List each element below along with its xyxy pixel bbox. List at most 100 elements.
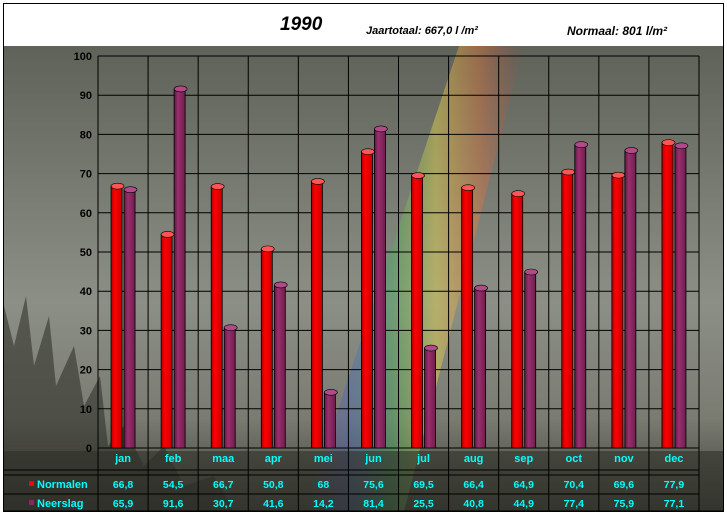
bar-cap-neerslag-aug bbox=[474, 284, 488, 292]
bar-normalen-jan bbox=[110, 185, 123, 449]
x-tick-label: aug bbox=[464, 453, 484, 465]
bar-cap-normalen-mei bbox=[311, 178, 325, 185]
bar-cap-normalen-feb bbox=[160, 231, 175, 238]
bar-cap-normalen-aug bbox=[461, 184, 475, 192]
table-value-normalen: 69,6 bbox=[614, 479, 635, 491]
table-value-normalen: 66,4 bbox=[463, 479, 484, 491]
annual-total: Jaartotaal: 667,0 l /m² bbox=[366, 25, 478, 37]
x-tick-label: feb bbox=[165, 453, 182, 465]
table-value-normalen: 54,5 bbox=[163, 479, 184, 491]
bar-cap-normalen-jan bbox=[110, 182, 125, 190]
x-tick-label: mei bbox=[314, 453, 333, 465]
bar-normalen-jun bbox=[361, 151, 373, 449]
legend-label-neerslag: Neerslag bbox=[37, 498, 83, 510]
bar-cap-normalen-apr bbox=[260, 245, 275, 253]
bar-cap-neerslag-dec bbox=[674, 142, 689, 150]
table-value-neerslag: 41,6 bbox=[263, 498, 284, 510]
y-tick-label: 10 bbox=[80, 404, 92, 416]
table-value-neerslag: 25,5 bbox=[413, 498, 434, 510]
bar-cap-neerslag-nov bbox=[624, 147, 639, 154]
legend-label-normalen: Normalen bbox=[37, 479, 88, 491]
bar-normalen-dec bbox=[661, 142, 674, 449]
bar-cap-normalen-jun bbox=[361, 148, 375, 155]
y-tick-label: 80 bbox=[80, 129, 92, 141]
y-tick-label: 70 bbox=[80, 169, 92, 181]
bar-neerslag-sep bbox=[524, 271, 537, 449]
bar-neerslag-jun bbox=[374, 128, 386, 449]
bar-neerslag-maa bbox=[223, 327, 236, 449]
bar-cap-neerslag-apr bbox=[273, 281, 288, 289]
bar-neerslag-feb bbox=[173, 88, 186, 449]
y-tick-label: 30 bbox=[80, 325, 92, 337]
bar-normalen-aug bbox=[461, 187, 474, 449]
y-tick-label: 0 bbox=[86, 443, 92, 455]
y-tick-label: 20 bbox=[80, 365, 92, 377]
table-value-normalen: 75,6 bbox=[363, 479, 384, 491]
x-tick-label: oct bbox=[566, 453, 583, 465]
x-tick-label: apr bbox=[265, 453, 283, 465]
table-value-normalen: 69,5 bbox=[413, 479, 434, 491]
bar-chart: 0 10 20 30 40 50 60 70 80 90 100 jan 66,8 65,9 feb 54,… bbox=[4, 46, 723, 511]
y-tick-label: 50 bbox=[80, 247, 92, 259]
chart-plot: 0 10 20 30 40 50 60 70 80 90 100 jan 66,8 65,9 feb 54,… bbox=[4, 46, 723, 511]
bar-cap-neerslag-feb bbox=[173, 85, 188, 93]
table-value-normalen: 50,8 bbox=[263, 479, 284, 491]
normal-total: Normaal: 801 l/m² bbox=[567, 24, 668, 38]
x-tick-label: nov bbox=[614, 453, 634, 465]
bar-cap-normalen-oct bbox=[561, 168, 576, 176]
bar-cap-neerslag-jan bbox=[123, 186, 138, 193]
bar-cap-normalen-nov bbox=[611, 171, 626, 179]
y-tick-label: 100 bbox=[74, 51, 92, 63]
bar-normalen-jul bbox=[411, 175, 423, 449]
bar-cap-neerslag-sep bbox=[524, 268, 539, 276]
table-value-neerslag: 91,6 bbox=[163, 498, 184, 510]
table-value-neerslag: 14,2 bbox=[313, 498, 334, 510]
bar-cap-normalen-jul bbox=[411, 172, 425, 179]
table-value-neerslag: 30,7 bbox=[213, 498, 234, 510]
x-tick-label: maa bbox=[212, 453, 235, 465]
bar-cap-neerslag-mei bbox=[324, 389, 338, 396]
table-value-normalen: 66,8 bbox=[113, 479, 134, 491]
x-tick-label: jul bbox=[416, 453, 430, 465]
bar-normalen-nov bbox=[611, 174, 624, 449]
table-value-normalen: 70,4 bbox=[564, 479, 585, 491]
x-tick-label: sep bbox=[514, 453, 533, 465]
bar-cap-normalen-maa bbox=[210, 183, 225, 190]
bar-neerslag-dec bbox=[674, 145, 687, 449]
bar-normalen-sep bbox=[511, 193, 524, 449]
y-tick-label: 90 bbox=[80, 90, 92, 102]
y-tick-label: 60 bbox=[80, 208, 92, 220]
bar-cap-normalen-sep bbox=[511, 190, 526, 197]
bar-neerslag-aug bbox=[474, 287, 487, 449]
table-value-neerslag: 77,1 bbox=[664, 498, 685, 510]
bar-neerslag-mei bbox=[323, 391, 336, 449]
x-tick-label: jan bbox=[114, 453, 131, 465]
bar-neerslag-nov bbox=[624, 150, 637, 449]
table-value-normalen: 66,7 bbox=[213, 479, 234, 491]
bar-normalen-oct bbox=[561, 171, 574, 449]
ground-strip bbox=[4, 451, 723, 511]
table-value-normalen: 77,9 bbox=[664, 479, 685, 491]
x-tick-label: jun bbox=[364, 453, 382, 465]
table-value-normalen: 68 bbox=[318, 479, 330, 491]
chart-frame: 1990 Jaartotaal: 667,0 l /m² Normaal: 80… bbox=[3, 3, 724, 512]
bar-neerslag-jan bbox=[123, 189, 136, 449]
bar-normalen-feb bbox=[160, 233, 173, 449]
table-value-neerslag: 40,8 bbox=[463, 498, 484, 510]
bar-cap-normalen-dec bbox=[661, 139, 676, 146]
table-value-neerslag: 81,4 bbox=[363, 498, 384, 510]
y-tick-label: 40 bbox=[80, 286, 92, 298]
bar-cap-neerslag-maa bbox=[223, 324, 238, 331]
bar-normalen-mei bbox=[310, 181, 323, 449]
table-value-neerslag: 77,4 bbox=[564, 498, 585, 510]
x-tick-label: dec bbox=[664, 453, 683, 465]
bar-neerslag-oct bbox=[574, 144, 587, 449]
bar-cap-neerslag-jun bbox=[374, 125, 388, 133]
bar-normalen-apr bbox=[260, 248, 273, 449]
bar-neerslag-apr bbox=[273, 284, 286, 449]
legend-swatch-normalen bbox=[29, 481, 34, 486]
table-value-normalen: 64,9 bbox=[513, 479, 534, 491]
table-value-neerslag: 65,9 bbox=[113, 498, 134, 510]
table-value-neerslag: 75,9 bbox=[614, 498, 635, 510]
legend-swatch-neerslag bbox=[29, 500, 34, 505]
